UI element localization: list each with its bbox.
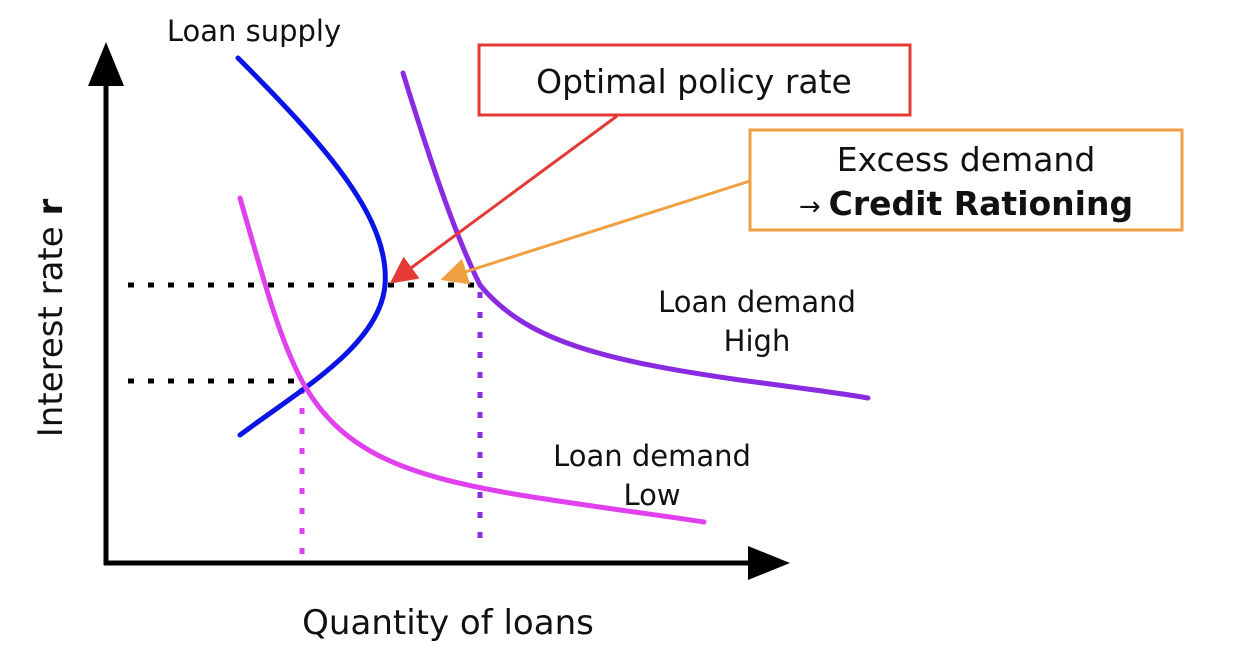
guide-lines bbox=[128, 282, 483, 562]
credit-rationing-label: → Credit Rationing bbox=[799, 184, 1133, 223]
loan-demand-high-label-line2: High bbox=[724, 324, 791, 358]
optimal-policy-rate-arrow bbox=[389, 114, 618, 284]
excess-demand-callout: Excess demand → Credit Rationing bbox=[440, 128, 1184, 285]
y-axis-title: Interest rate r bbox=[31, 199, 71, 438]
loan-demand-low-label-line1: Loan demand bbox=[553, 439, 751, 473]
optimal-policy-rate-label: Optimal policy rate bbox=[536, 62, 852, 101]
optimal-policy-rate-box bbox=[477, 43, 912, 117]
excess-demand-arrow bbox=[440, 179, 751, 285]
x-axis-title: Quantity of loans bbox=[302, 603, 594, 643]
rightwards-arrow-icon: → bbox=[799, 192, 821, 222]
axes bbox=[88, 42, 790, 580]
y-axis-title-text: Interest rate bbox=[31, 216, 71, 438]
x-axis-arrowhead bbox=[748, 546, 790, 580]
credit-rationing-text: Credit Rationing bbox=[829, 184, 1133, 223]
loan-demand-high-label-line1: Loan demand bbox=[658, 285, 856, 319]
curves bbox=[235, 55, 871, 525]
y-axis-arrowhead bbox=[88, 42, 124, 86]
loan-demand-high-curve bbox=[400, 70, 871, 401]
loan-demand-low-curve bbox=[237, 195, 707, 525]
excess-demand-label: Excess demand bbox=[837, 140, 1096, 179]
loan-supply-label: Loan supply bbox=[167, 14, 341, 48]
y-axis-title-symbol: r bbox=[31, 199, 71, 216]
loan-demand-low-label-line2: Low bbox=[623, 478, 680, 512]
loan-supply-curve bbox=[235, 55, 388, 438]
optimal-policy-rate-callout: Optimal policy rate bbox=[389, 43, 912, 284]
excess-demand-box bbox=[748, 128, 1184, 232]
